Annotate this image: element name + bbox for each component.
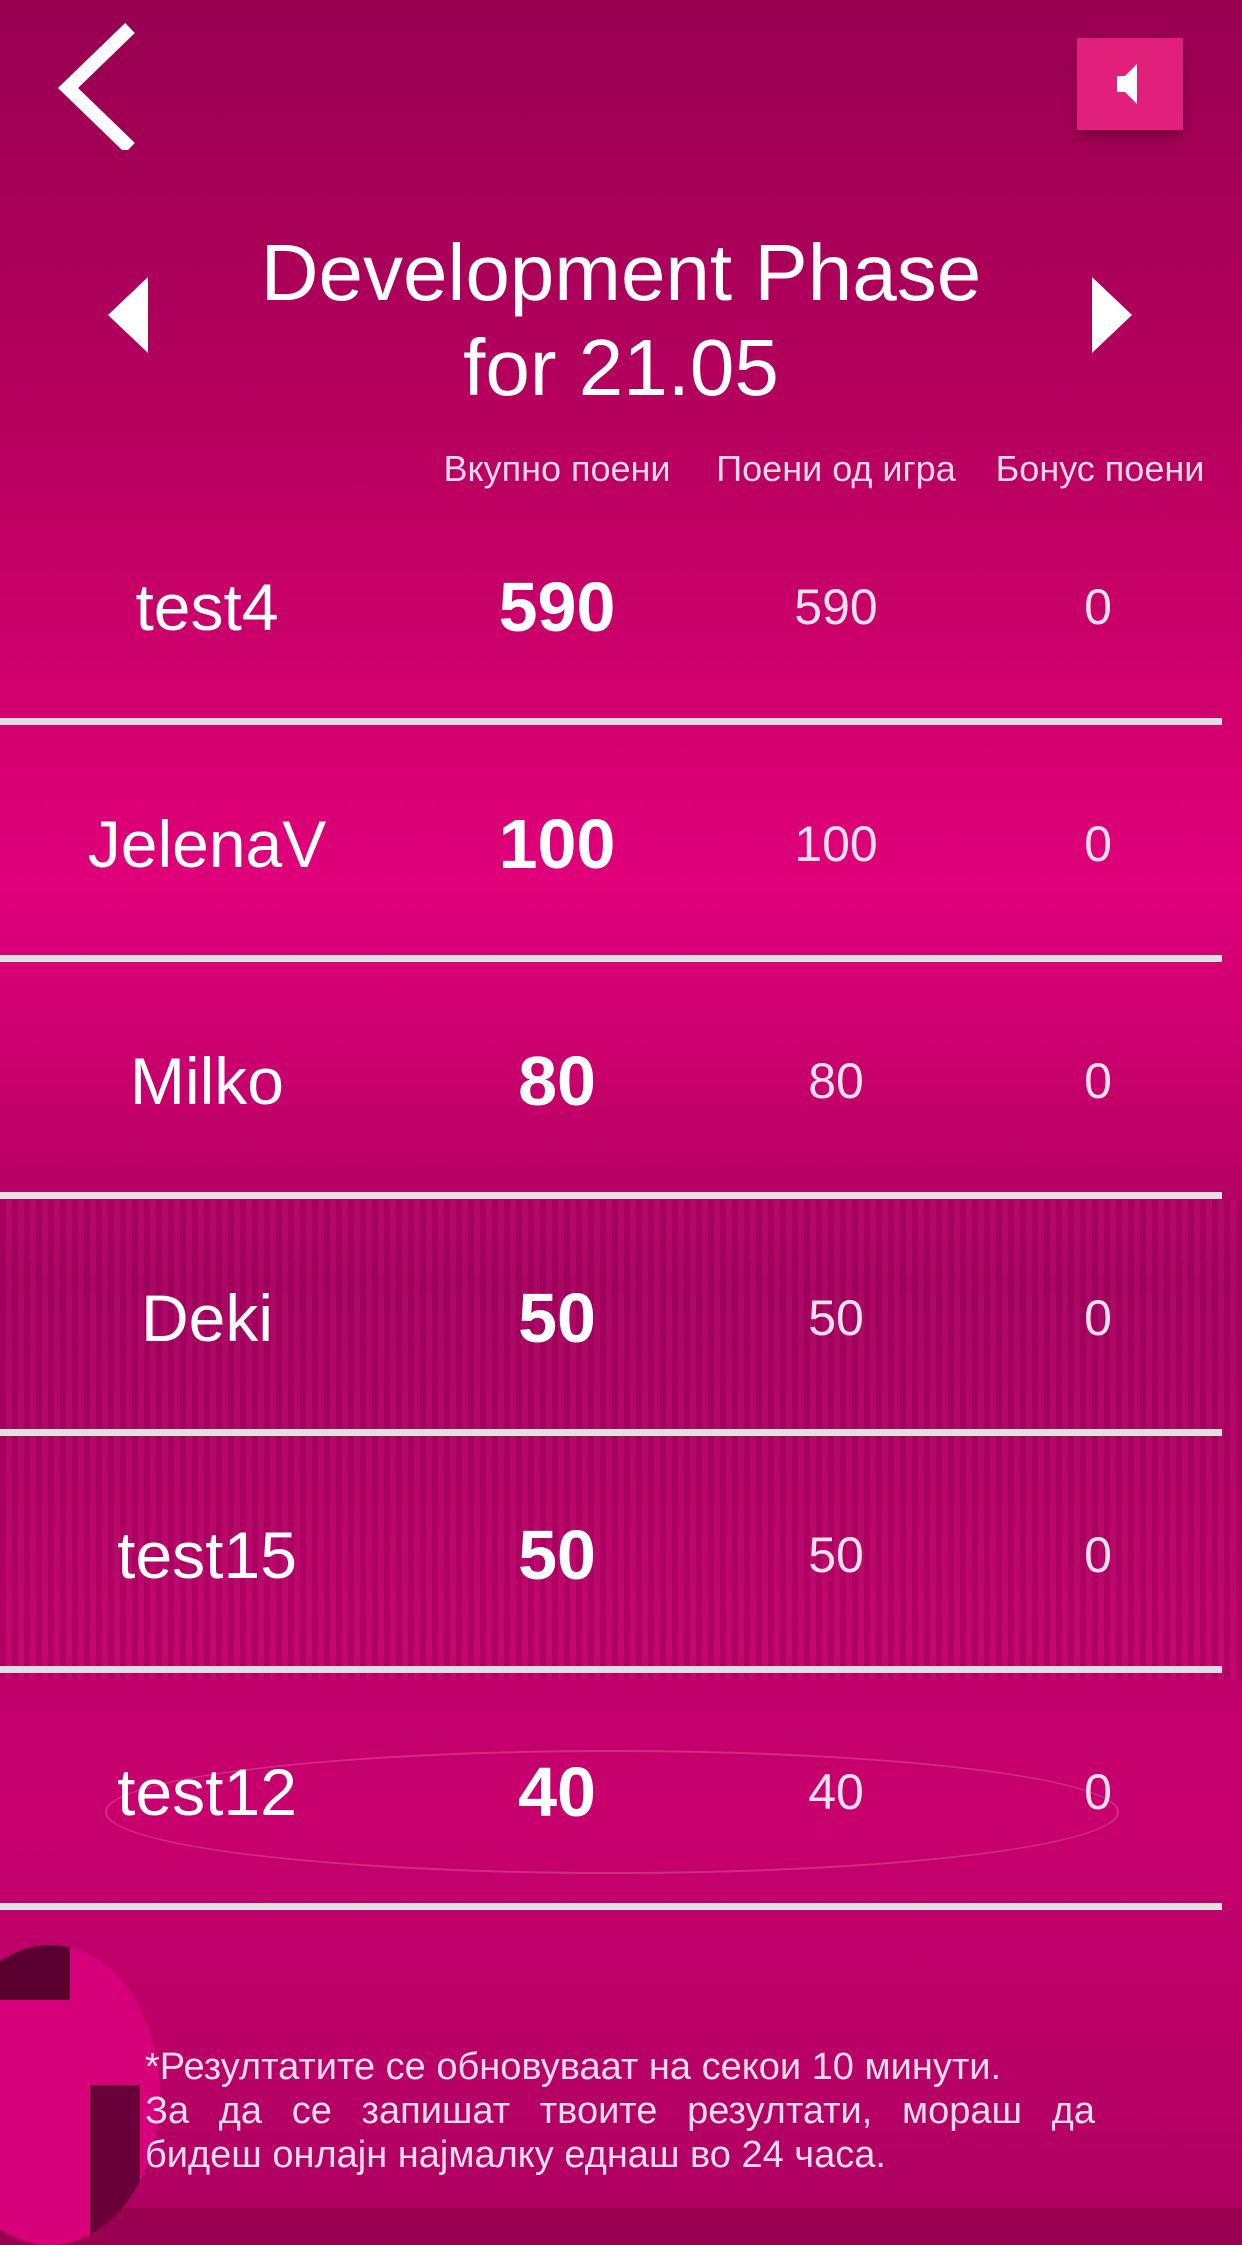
player-name: test4 [135, 569, 279, 644]
row-divider [0, 1429, 1222, 1436]
footer-line-1: *Резултатите се обновуваат на секои 10 м… [145, 2046, 1002, 2088]
pitch-circle [105, 1750, 1119, 1874]
speaker-icon [1117, 64, 1137, 104]
sound-toggle-button[interactable] [1077, 38, 1183, 130]
bonus-points: 0 [1084, 1526, 1112, 1583]
footer-line-2: За да се запишат твоите резултати, мораш… [145, 2090, 1095, 2132]
next-phase-button[interactable] [1090, 275, 1135, 355]
row-divider [0, 1903, 1222, 1910]
soccer-ball-image [0, 1945, 160, 2245]
game-points: 50 [808, 1289, 864, 1346]
triangle-left-icon [108, 277, 148, 353]
leaderboard-row: test12 40 40 0 [0, 1673, 1222, 1910]
game-points: 100 [794, 815, 878, 872]
player-name: test12 [117, 1754, 297, 1829]
bonus-points: 0 [1084, 1289, 1112, 1346]
back-button[interactable] [50, 20, 140, 154]
game-points: 50 [808, 1526, 864, 1583]
total-points: 40 [518, 1752, 596, 1831]
player-name: JelenaV [87, 806, 327, 881]
bonus-points: 0 [1084, 1763, 1112, 1820]
footer-line-3: бидеш онлајн најмалку еднаш во 24 часа. [145, 2134, 886, 2176]
row-divider [0, 1666, 1222, 1673]
bonus-points: 0 [1084, 1052, 1112, 1109]
total-points: 100 [498, 804, 616, 883]
title-line-2: for 21.05 [463, 323, 779, 412]
triangle-right-icon [1092, 277, 1132, 353]
total-points: 590 [498, 567, 616, 646]
player-name: test15 [117, 1517, 297, 1592]
total-points: 80 [518, 1041, 596, 1120]
game-points: 590 [794, 578, 878, 635]
footer-note: *Резултатите се обновуваат на секои 10 м… [145, 2045, 1095, 2177]
leaderboard-row: JelenaV 100 100 0 [0, 725, 1222, 962]
row-divider [0, 1192, 1222, 1199]
page-title: Development Phase for 21.05 [200, 225, 1042, 415]
total-points: 50 [518, 1515, 596, 1594]
column-header-total: Вкупно поени [443, 448, 671, 489]
stadium-background [0, 1200, 1242, 1680]
leaderboard-row: test4 590 590 0 [0, 488, 1222, 725]
chevron-left-icon [57, 22, 135, 154]
row-divider [0, 955, 1222, 962]
game-points: 80 [808, 1052, 864, 1109]
leaderboard-row: Deki 50 50 0 [0, 1199, 1222, 1436]
total-points: 50 [518, 1278, 596, 1357]
leaderboard-row: test15 50 50 0 [0, 1436, 1222, 1673]
column-header-game: Поени од игра [716, 448, 956, 489]
title-line-1: Development Phase [260, 228, 982, 317]
leaderboard-row: Milko 80 80 0 [0, 962, 1222, 1199]
column-header-bonus: Бонус поени [995, 448, 1205, 489]
bonus-points: 0 [1084, 815, 1112, 872]
game-points: 40 [808, 1763, 864, 1820]
bonus-points: 0 [1084, 578, 1112, 635]
previous-phase-button[interactable] [105, 275, 150, 355]
row-divider [0, 718, 1222, 725]
player-name: Milko [129, 1043, 285, 1118]
player-name: Deki [140, 1280, 274, 1355]
